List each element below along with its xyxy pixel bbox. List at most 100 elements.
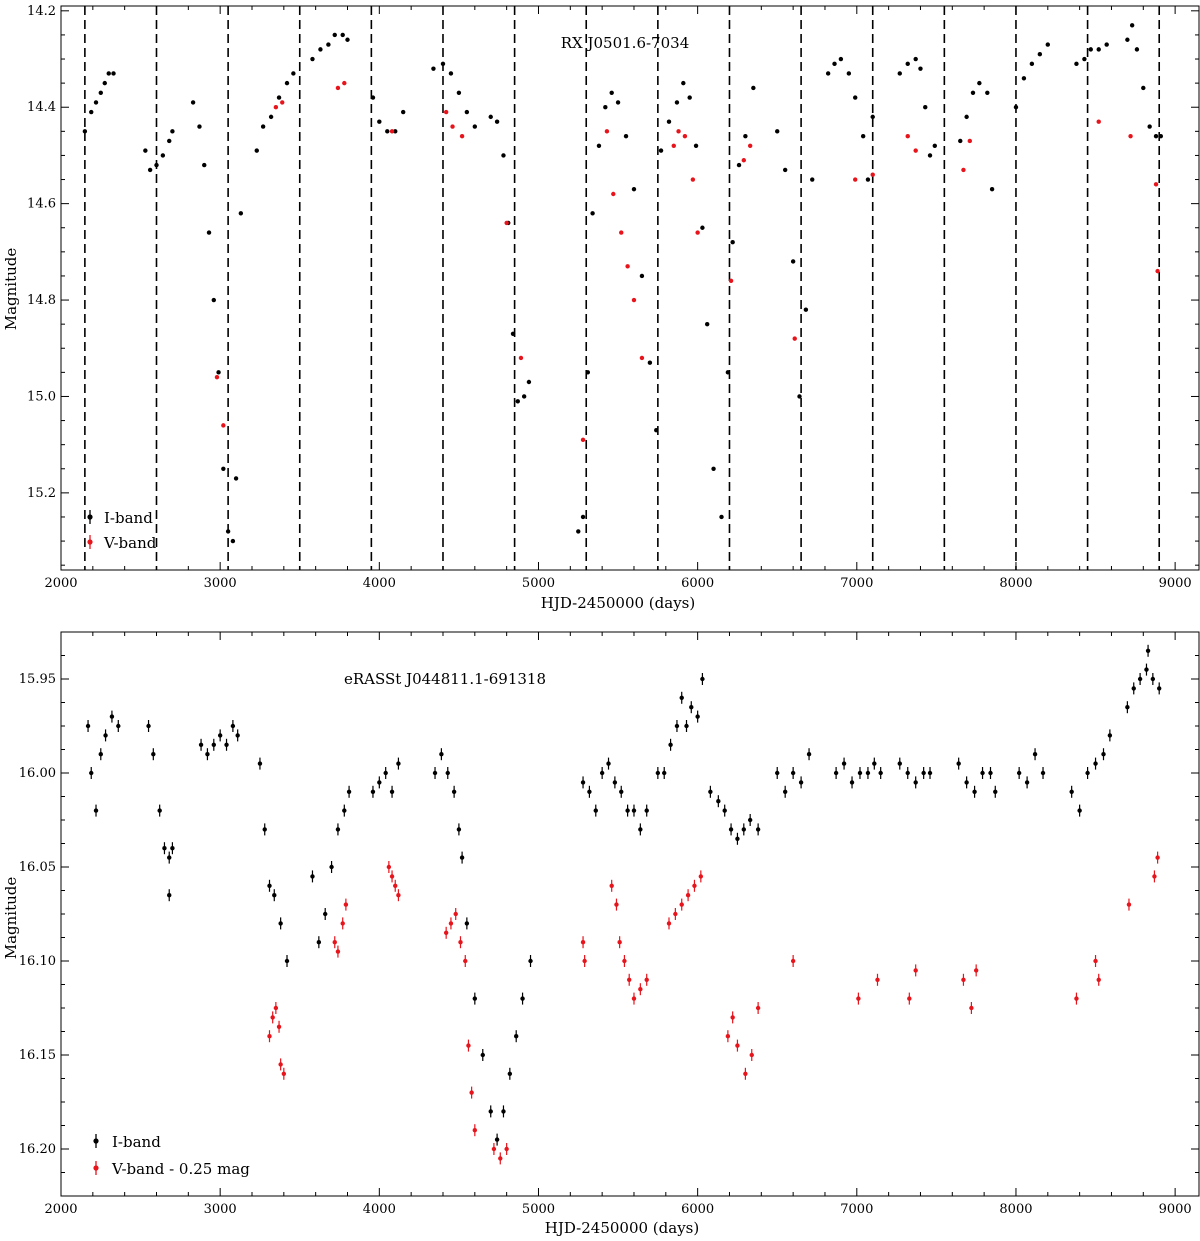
data-point: [198, 742, 204, 747]
data-point: [491, 1146, 497, 1152]
data-point: [386, 864, 392, 870]
data-point: [162, 846, 167, 851]
data-point: [681, 80, 686, 86]
data-point: [856, 996, 861, 1001]
data-point: [1144, 667, 1149, 672]
data-point: [1131, 686, 1136, 691]
data-point: [730, 1015, 735, 1020]
data-point: [1085, 770, 1090, 776]
data-point: [853, 95, 858, 100]
data-point: [967, 138, 973, 144]
data-point: [749, 1052, 754, 1058]
data-point: [448, 71, 454, 76]
data-point: [790, 770, 796, 776]
x-tick-label: 7000: [840, 576, 873, 591]
data-point: [977, 80, 982, 86]
panel-1-plot: 2000 3000 4000 5000 6000 7000 8000 9000 15.95 16.…: [19, 631, 1200, 1217]
data-point: [1074, 61, 1079, 67]
data-point: [673, 911, 678, 917]
panel-top: RX J0501.6-7034 HJD-2450000 (days) Magni…: [2, 34, 695, 612]
data-point: [615, 100, 621, 105]
data-point: [521, 394, 527, 399]
data-point: [488, 1109, 493, 1114]
data-point: [790, 958, 796, 964]
data-point: [708, 789, 713, 794]
data-point: [700, 225, 705, 230]
data-point: [638, 827, 643, 832]
data-point: [1082, 56, 1087, 62]
data-point: [504, 1146, 509, 1152]
data-point: [329, 864, 334, 870]
data-point: [587, 789, 592, 794]
data-point: [445, 770, 450, 776]
data-point: [810, 177, 815, 182]
data-point: [342, 808, 347, 813]
data-point: [310, 874, 315, 879]
data-point: [693, 143, 699, 148]
data-point: [456, 90, 462, 95]
data-point: [932, 143, 937, 148]
data-point: [580, 780, 586, 785]
data-point: [609, 883, 614, 888]
data-point: [668, 742, 673, 747]
legend-markers: [93, 1134, 99, 1175]
data-point: [1137, 676, 1143, 682]
data-point: [211, 297, 216, 303]
data-point: [875, 977, 880, 982]
data-point: [89, 109, 94, 115]
data-point: [638, 987, 643, 992]
data-point: [907, 996, 912, 1001]
data-point: [716, 799, 721, 804]
data-point: [576, 529, 581, 534]
data-point: [443, 109, 449, 115]
data-point: [383, 770, 388, 776]
data-point: [985, 90, 990, 95]
data-point: [625, 808, 630, 813]
data-point: [658, 148, 664, 153]
data-point: [622, 958, 627, 964]
data-point: [956, 761, 961, 766]
data-point: [993, 789, 998, 794]
data-point: [1147, 124, 1152, 129]
data-point: [480, 1052, 485, 1058]
data-point: [865, 770, 871, 776]
data-point: [1029, 61, 1035, 67]
data-point: [833, 770, 839, 776]
data-point: [841, 761, 847, 766]
y-tick-label: 14.8: [27, 293, 56, 308]
data-point: [450, 124, 455, 129]
data-point: [310, 56, 315, 62]
data-point: [260, 124, 266, 129]
data-point: [614, 902, 619, 907]
data-point: [528, 958, 533, 964]
data-point: [190, 100, 196, 105]
data-point: [273, 105, 279, 110]
data-point: [345, 37, 350, 42]
data-point: [849, 780, 855, 785]
data-point: [905, 133, 910, 139]
data-point: [654, 428, 659, 433]
data-point: [905, 770, 910, 776]
data-point: [798, 780, 804, 785]
data-point: [456, 827, 462, 832]
data-point: [1134, 47, 1140, 52]
panel-bottom-legend: I-band V-band - 0.25 mag: [111, 1133, 250, 1178]
data-point: [736, 162, 742, 168]
data-point: [582, 958, 587, 964]
data-point: [377, 780, 382, 785]
data-point: [466, 1043, 471, 1048]
data-point: [1126, 902, 1132, 907]
data-point: [343, 902, 349, 907]
data-point: [1096, 977, 1101, 982]
data-point: [1040, 770, 1046, 776]
data-point: [698, 874, 704, 879]
data-point: [580, 940, 586, 945]
data-point: [515, 399, 520, 404]
data-point: [639, 355, 645, 361]
data-point: [498, 1156, 503, 1161]
panel-bottom-title: eRASSt J044811.1-691318: [344, 670, 546, 688]
data-point: [666, 119, 672, 124]
y-tick-label: 16.10: [19, 954, 56, 969]
data-point: [268, 114, 274, 120]
data-point: [585, 370, 591, 375]
